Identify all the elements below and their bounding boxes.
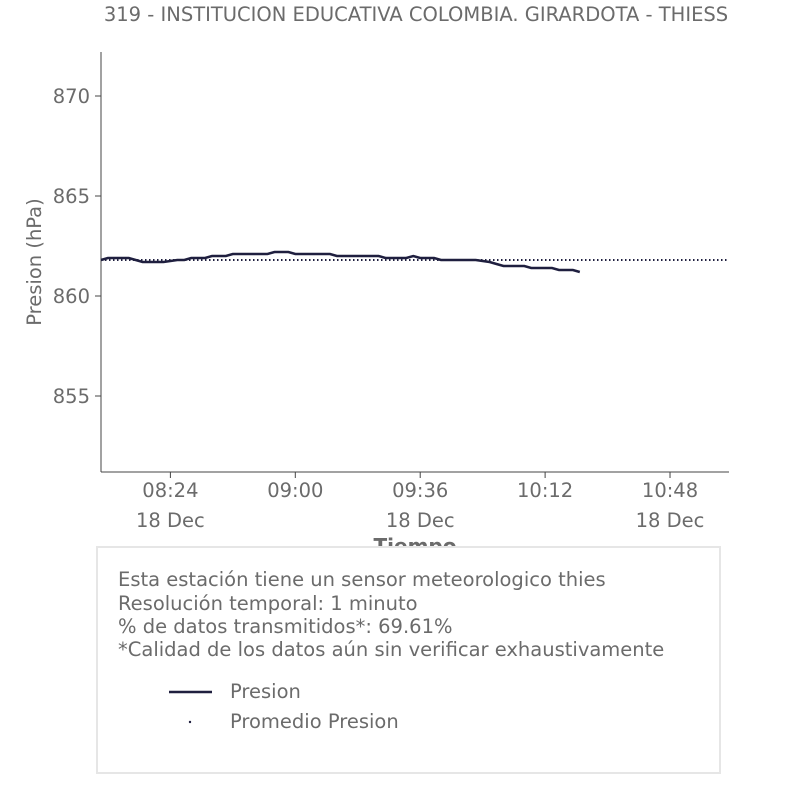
x-tick-date-label: 18 Dec — [136, 509, 205, 532]
info-box: Esta estación tiene un sensor meteorolog… — [96, 546, 721, 774]
y-axis-label: Presion (hPa) — [23, 198, 46, 325]
legend-line-icon — [169, 690, 212, 694]
info-line-resolution: Resolución temporal: 1 minuto — [118, 592, 418, 615]
chart-title: 319 - INSTITUCION EDUCATIVA COLOMBIA. GI… — [104, 3, 728, 26]
y-tick-label: 855 — [53, 385, 90, 408]
info-line-transmitted: % de datos transmitidos*: 69.61% — [118, 615, 453, 638]
x-tick-time-label: 10:48 — [642, 479, 698, 502]
x-tick-time-label: 08:24 — [142, 479, 198, 502]
chart-axes — [100, 52, 729, 473]
legend-label-presion: Presion — [230, 680, 301, 703]
info-line-quality-note: *Calidad de los datos aún sin verificar … — [118, 638, 665, 661]
chart-ticks: 855 860 865 870 08:24 18 Dec 09:00 09:36 18 Dec 1… — [53, 85, 705, 532]
info-line-sensor: Esta estación tiene un sensor meteorolog… — [118, 568, 606, 591]
y-tick-label: 860 — [53, 285, 90, 308]
x-tick-time-label: 09:36 — [392, 479, 448, 502]
chart-series — [100, 250, 729, 274]
x-tick-date-label: 18 Dec — [386, 509, 455, 532]
x-tick-time-label: 10:12 — [517, 479, 573, 502]
series-line-presion — [100, 250, 581, 274]
y-tick-label: 870 — [53, 85, 90, 108]
y-tick-label: 865 — [53, 185, 90, 208]
legend-dot-icon — [188, 720, 192, 724]
x-tick-time-label: 09:00 — [267, 479, 323, 502]
legend-label-promedio: Promedio Presion — [230, 710, 399, 733]
x-tick-date-label: 18 Dec — [636, 509, 705, 532]
